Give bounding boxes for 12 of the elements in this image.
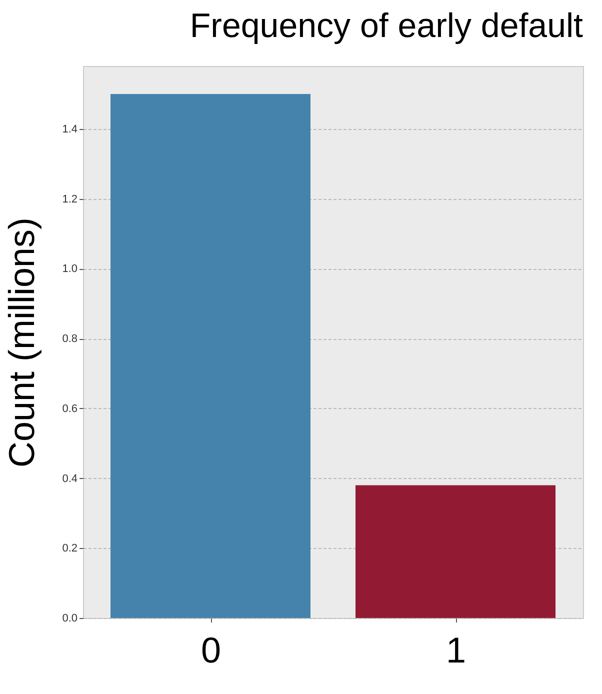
y-tick-label: 1.0 xyxy=(62,263,78,276)
y-tick-label: 1.2 xyxy=(62,193,78,206)
y-tick-label: 0.6 xyxy=(62,402,78,415)
chart-title: Frequency of early default xyxy=(190,7,584,45)
y-tick-label: 1.4 xyxy=(62,123,78,136)
x-tick-label: 0 xyxy=(200,630,222,670)
y-axis-title: Count (millions) xyxy=(1,217,42,468)
y-tick-label: 0.8 xyxy=(62,333,78,346)
y-tick-label: 0.0 xyxy=(62,612,78,624)
x-tick-label: 1 xyxy=(446,630,466,670)
y-tick-label: 0.2 xyxy=(62,542,78,555)
y-tick-label: 0.4 xyxy=(62,472,78,485)
